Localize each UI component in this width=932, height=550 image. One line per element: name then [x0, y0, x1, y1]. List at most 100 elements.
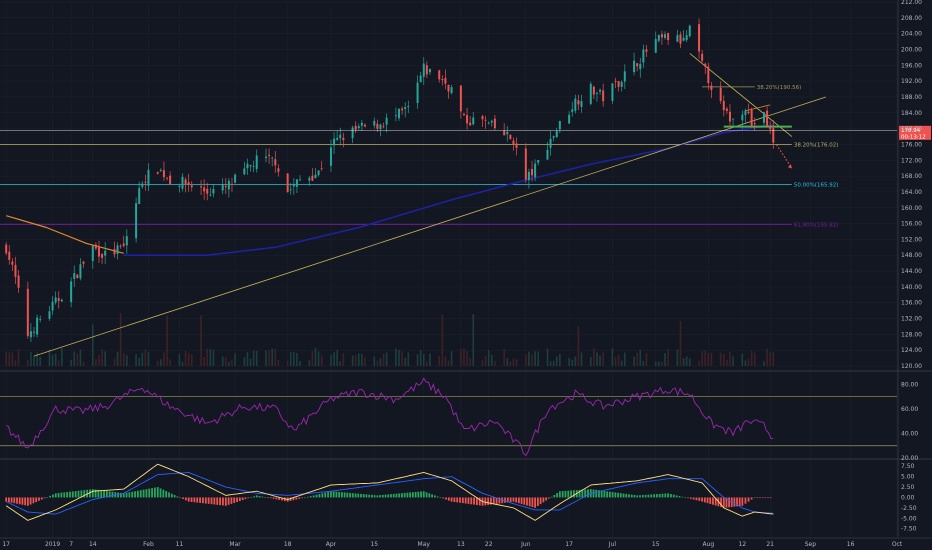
volume-bar: [286, 360, 289, 366]
macd-histogram-bar: [250, 497, 253, 498]
volume-bar: [487, 350, 490, 366]
volume-bar: [494, 361, 496, 366]
candle-body: [592, 86, 595, 95]
time-tick-label: Sep: [805, 541, 817, 548]
macd-histogram-bar: [151, 488, 153, 498]
time-tick-label: 15: [652, 541, 660, 548]
macd-histogram-bar: [701, 497, 704, 502]
macd-histogram-bar: [556, 493, 559, 498]
time-tick-label: Jun: [520, 541, 531, 548]
macd-histogram-bar: [534, 497, 537, 508]
candle-body: [469, 122, 472, 126]
candle-body: [531, 169, 534, 176]
macd-histogram-bar: [261, 496, 264, 498]
macd-histogram-bar: [523, 497, 526, 505]
volume-bar: [589, 356, 592, 366]
candle-body: [657, 34, 660, 41]
macd-histogram-bar: [202, 497, 204, 504]
macd-histogram-bar: [304, 497, 306, 499]
candle-body: [354, 125, 357, 130]
candle-body: [295, 179, 298, 187]
macd-histogram-bar: [606, 491, 609, 498]
time-axis[interactable]: 17 2019 7 14 Feb 11 Mar 18 Apr 15 May 13 22 Jun 17 Jul 1…: [2, 541, 902, 548]
candle-body: [249, 165, 252, 167]
time-tick-label: 16: [847, 541, 855, 548]
macd-histogram-bar: [603, 490, 606, 498]
candle-body: [224, 185, 227, 187]
macd-histogram-bar: [584, 489, 587, 498]
volume-bar: [91, 324, 94, 366]
macd-histogram-bar: [83, 490, 86, 498]
macd-histogram-bar: [131, 491, 134, 498]
macd-histogram-bar: [43, 497, 46, 499]
time-tick-label: Feb: [143, 541, 154, 548]
macd-histogram-bar: [125, 492, 128, 498]
fib-level-label: 38.20%(190.56): [757, 85, 802, 91]
candle-body: [580, 101, 583, 107]
volume-bar: [54, 353, 57, 366]
macd-histogram-bar: [182, 497, 184, 499]
candle-body: [147, 169, 150, 186]
macd-histogram-bar: [40, 497, 43, 500]
price-axis[interactable]: 120.00 124.00 128.00 132.00 136.00 140.00 144.…: [901, 0, 922, 533]
volume-bar: [317, 351, 320, 366]
macd-histogram-bar: [512, 497, 515, 502]
volume-bar: [8, 352, 11, 366]
macd-histogram-bar: [142, 489, 145, 498]
volume-bar: [624, 352, 626, 366]
volume-bar: [664, 353, 666, 366]
volume-bar: [444, 356, 447, 366]
volume-bar: [645, 353, 648, 366]
candle-body: [299, 179, 302, 181]
price-tick-label: 196.00: [901, 62, 922, 69]
volume-bar: [732, 356, 734, 366]
candle-body: [512, 140, 515, 146]
trendline: [745, 104, 771, 112]
macd-histogram-bar: [558, 491, 561, 498]
macd-histogram-bar: [478, 497, 481, 506]
candle-body: [209, 194, 212, 196]
macd-histogram-bar: [298, 497, 301, 499]
macd-histogram-bar: [103, 490, 105, 498]
candle-body: [382, 126, 385, 128]
candle-body: [178, 185, 181, 187]
macd-histogram-bar: [128, 492, 131, 498]
volume-bar: [246, 352, 249, 366]
volume-bar: [203, 356, 205, 366]
volume-bar: [382, 353, 385, 366]
volume-bar: [30, 351, 32, 366]
volume-bar: [51, 354, 54, 366]
macd-histogram-bar: [728, 497, 730, 508]
projection-arrow-line: [775, 144, 793, 169]
macd-histogram-bar: [134, 491, 136, 498]
macd-histogram-bar: [139, 490, 142, 498]
candle-body: [506, 131, 509, 135]
macd-histogram-bar: [368, 494, 371, 498]
candle-body: [342, 137, 345, 141]
candle-body: [704, 63, 707, 67]
volume-bar: [512, 358, 515, 366]
macd-histogram-bar: [504, 497, 506, 503]
volume-bar: [450, 351, 453, 366]
macd-histogram-bar: [346, 492, 349, 498]
price-tick-label: 192.00: [901, 78, 922, 85]
volume-bar: [17, 349, 20, 366]
macd-histogram-bar: [684, 497, 687, 499]
candle-body: [271, 157, 274, 159]
macd-histogram-bar: [219, 497, 221, 506]
macd-histogram-bar: [420, 491, 422, 498]
macd-histogram-bar: [661, 493, 664, 498]
macd-histogram-bar: [653, 494, 655, 498]
candle-body: [766, 110, 769, 127]
price-tick-label: 132.00: [901, 316, 922, 323]
candle-body: [169, 175, 172, 185]
volume-bar: [404, 357, 406, 366]
macd-histogram-bar: [456, 497, 459, 503]
candle-body: [685, 35, 688, 41]
volume-bar: [667, 349, 669, 366]
candle-body: [401, 108, 404, 111]
macd-histogram-bar: [664, 493, 667, 498]
candle-body: [701, 53, 704, 61]
macd-histogram-bar: [411, 492, 414, 498]
